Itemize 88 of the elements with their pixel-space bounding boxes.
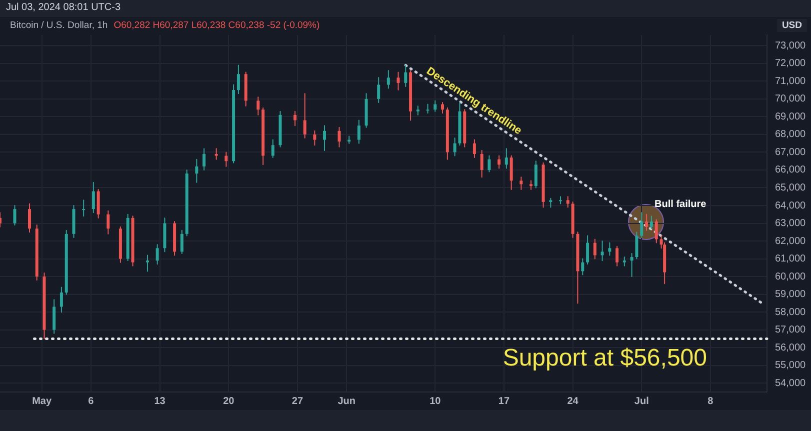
candlestick (566, 196, 570, 208)
candlestick (453, 138, 456, 156)
y-tick-label: 61,000 (775, 254, 806, 265)
candlestick (92, 182, 95, 214)
candlestick (650, 216, 653, 230)
y-tick-label: 54,000 (775, 378, 806, 389)
candlestick (608, 242, 612, 256)
candlestick (498, 155, 501, 169)
candlestick (156, 244, 159, 265)
x-tick-label: 10 (430, 396, 442, 407)
candlestick (60, 286, 63, 313)
candlestick (256, 96, 260, 116)
candlestick (146, 254, 149, 272)
candlestick (13, 205, 16, 226)
y-tick-label: 71,000 (775, 76, 806, 87)
candlestick (396, 72, 400, 91)
candlestick (645, 214, 648, 231)
y-tick-label: 65,000 (775, 182, 806, 194)
chart-subtitle: O60,282 H60,287 L60,238 C60,238 -52 (-0.09%) (114, 20, 320, 31)
x-tick-label: 27 (292, 396, 304, 407)
candlestick (488, 155, 491, 172)
candlestick (534, 160, 538, 188)
candlestick (294, 110, 296, 126)
candlestick (504, 148, 508, 169)
candlestick (338, 126, 341, 148)
y-tick-label: 67,000 (775, 146, 806, 158)
y-tick-label: 55,000 (775, 360, 806, 372)
y-tick-label: 66,000 (775, 164, 806, 176)
x-tick-label: 17 (498, 396, 510, 407)
x-tick-label: Jun (338, 396, 356, 407)
y-tick-label: 58,000 (775, 306, 806, 318)
y-tick-label: 59,000 (775, 289, 806, 300)
x-tick-label: 13 (154, 396, 166, 407)
candlestick (106, 210, 110, 234)
candlestick (313, 130, 316, 146)
ref-line-label: Support at $56,500 (502, 344, 707, 372)
candlestick (214, 148, 218, 160)
x-tick-label: 8 (708, 396, 714, 407)
y-tick-label: 68,000 (775, 129, 806, 140)
candlestick (559, 196, 562, 204)
candlestick (82, 200, 86, 217)
candlestick (323, 125, 326, 151)
candlestick (616, 246, 619, 266)
x-tick-label: May (32, 396, 52, 407)
x-tick-label: Jul (634, 396, 650, 407)
candlestick (271, 139, 274, 158)
y-tick-label: 62,000 (775, 236, 806, 247)
candlestick (357, 120, 360, 144)
candlestick (654, 219, 658, 244)
candlestick (386, 70, 390, 89)
annotation: Bull failure (654, 199, 707, 210)
candlestick (472, 139, 476, 158)
candlestick (180, 230, 184, 254)
candlestick (510, 155, 513, 190)
candlestick (586, 235, 590, 265)
candlestick (202, 148, 206, 170)
y-tick-label: 73,000 (775, 40, 806, 52)
x-tick-label: 6 (88, 396, 94, 407)
candlestick (52, 299, 56, 334)
y-tick-label: 60,000 (775, 271, 806, 282)
candlestick (303, 93, 306, 139)
candlestick (635, 232, 638, 260)
candlestick (377, 77, 380, 103)
y-tick-label: 63,000 (775, 218, 806, 230)
y-tick-label: 70,000 (775, 94, 806, 105)
y-tick-label: 69,000 (775, 111, 806, 122)
x-tick-label: 20 (223, 396, 235, 407)
candlestick (195, 158, 198, 183)
y-axis-title: USD (776, 19, 807, 32)
candlestick (593, 238, 596, 260)
candlestick (404, 64, 408, 88)
chart-title: Bitcoin / U.S. Dollar, 1h (10, 20, 108, 31)
candlestick (630, 252, 634, 278)
y-tick-label: 72,000 (775, 58, 806, 70)
y-tick-label: 57,000 (775, 324, 806, 336)
y-tick-label: 56,000 (775, 342, 806, 354)
candlestick (600, 240, 604, 262)
candlestick (236, 64, 240, 94)
candlestick (640, 212, 644, 238)
candlestick (520, 176, 523, 190)
candlestick (480, 150, 484, 178)
candlestick (96, 189, 100, 218)
candlestick (581, 258, 584, 276)
x-tick-label: 24 (567, 396, 579, 407)
candlestick (28, 203, 31, 233)
text: Jul 03, 2024 08:01 UTC-3 (6, 2, 121, 13)
y-tick-label: 64,000 (775, 200, 806, 212)
candlestick (224, 152, 228, 167)
